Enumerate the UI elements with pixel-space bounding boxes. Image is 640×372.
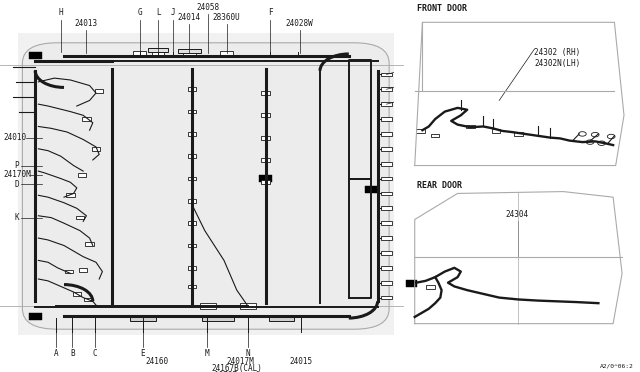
Text: 24028W: 24028W: [285, 19, 314, 28]
Bar: [492, 129, 500, 132]
Text: K: K: [14, 213, 19, 222]
Bar: [381, 73, 392, 76]
Text: 24013: 24013: [75, 19, 98, 28]
Text: 24010: 24010: [3, 133, 26, 142]
Bar: [92, 147, 100, 151]
Bar: [426, 285, 435, 289]
Bar: [83, 117, 91, 121]
Text: N: N: [245, 349, 250, 358]
Text: [0797-   ]: [0797- ]: [214, 370, 260, 372]
Bar: [76, 216, 84, 219]
Bar: [381, 177, 392, 180]
Bar: [261, 91, 270, 95]
Bar: [261, 180, 270, 184]
Bar: [381, 251, 392, 255]
Bar: [183, 51, 196, 56]
Bar: [381, 236, 392, 240]
Text: F: F: [268, 8, 273, 17]
Bar: [29, 52, 42, 59]
Bar: [406, 9, 637, 186]
Text: REAR DOOR: REAR DOOR: [417, 181, 462, 190]
FancyBboxPatch shape: [22, 43, 389, 329]
Bar: [381, 296, 392, 299]
Bar: [67, 193, 74, 197]
Text: 24167B(CAL): 24167B(CAL): [211, 364, 262, 372]
Text: 24017M: 24017M: [226, 357, 254, 366]
Bar: [148, 48, 168, 52]
Bar: [86, 242, 94, 246]
Bar: [18, 33, 394, 335]
Text: 24304: 24304: [506, 211, 529, 219]
Text: 24058: 24058: [196, 3, 220, 12]
Bar: [72, 292, 81, 296]
Bar: [200, 303, 216, 309]
Bar: [188, 177, 196, 180]
Bar: [381, 266, 392, 270]
Bar: [188, 199, 196, 203]
Bar: [381, 221, 392, 225]
Bar: [188, 154, 196, 158]
Bar: [133, 51, 146, 55]
Bar: [29, 313, 42, 320]
Bar: [381, 162, 392, 166]
Bar: [381, 132, 392, 136]
Text: J: J: [170, 8, 175, 17]
Text: M: M: [204, 349, 209, 358]
Bar: [188, 110, 196, 113]
Bar: [381, 147, 392, 151]
Text: B: B: [70, 349, 75, 358]
Bar: [188, 244, 196, 247]
Text: P: P: [14, 161, 19, 170]
Bar: [188, 132, 196, 136]
Bar: [431, 134, 440, 137]
Bar: [269, 317, 294, 321]
Bar: [261, 158, 270, 162]
Bar: [381, 87, 392, 91]
Bar: [381, 192, 392, 195]
Text: 24014: 24014: [178, 13, 201, 22]
Bar: [515, 132, 523, 135]
Bar: [84, 298, 93, 301]
Bar: [152, 51, 164, 55]
Bar: [79, 268, 87, 272]
Bar: [188, 221, 196, 225]
Text: 24302 (RH)
24302N(LH): 24302 (RH) 24302N(LH): [534, 48, 580, 68]
Bar: [406, 280, 417, 287]
Bar: [130, 317, 156, 321]
Bar: [381, 206, 392, 210]
Text: H: H: [58, 8, 63, 17]
Bar: [261, 136, 270, 140]
Text: A2/0^06:2: A2/0^06:2: [600, 363, 634, 368]
Bar: [466, 125, 475, 128]
Bar: [220, 51, 233, 56]
Bar: [78, 173, 86, 177]
Text: 24015: 24015: [289, 357, 312, 366]
Bar: [365, 186, 378, 193]
Bar: [259, 175, 272, 182]
Text: D: D: [14, 180, 19, 189]
Bar: [381, 102, 392, 106]
Bar: [178, 49, 201, 53]
Bar: [188, 87, 196, 91]
Bar: [95, 89, 104, 93]
Bar: [381, 117, 392, 121]
Bar: [202, 317, 234, 321]
Text: G: G: [137, 8, 142, 17]
Text: 24170M: 24170M: [3, 170, 31, 179]
Bar: [261, 113, 270, 117]
Text: L: L: [156, 8, 161, 17]
Bar: [381, 281, 392, 285]
Bar: [188, 285, 196, 288]
Text: 28360U: 28360U: [212, 13, 241, 22]
Bar: [417, 129, 425, 132]
Text: FRONT DOOR: FRONT DOOR: [417, 4, 467, 13]
Text: 24160: 24160: [145, 357, 168, 366]
Text: E: E: [140, 349, 145, 358]
Bar: [188, 266, 196, 270]
Bar: [240, 303, 256, 309]
Bar: [65, 270, 73, 273]
Text: A: A: [53, 349, 58, 358]
Text: C: C: [92, 349, 97, 358]
